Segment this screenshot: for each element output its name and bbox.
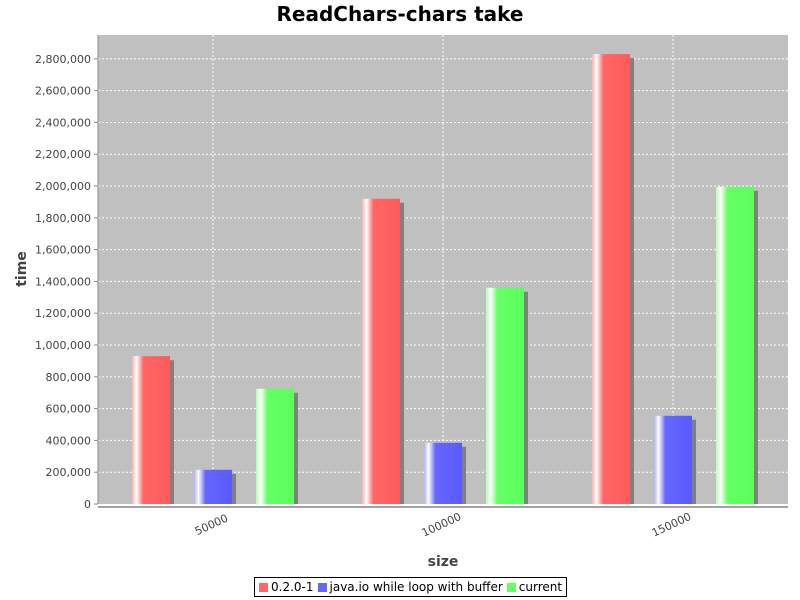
chart-title: ReadChars-chars take [276, 2, 524, 26]
y-tick-label: 1,200,000 [35, 307, 91, 320]
bar [256, 388, 294, 504]
y-tick-label: 2,800,000 [35, 53, 91, 66]
y-tick-label: 400,000 [46, 434, 92, 447]
bar [592, 54, 630, 504]
y-tick-label: 1,800,000 [35, 212, 91, 225]
y-tick-label: 2,000,000 [35, 180, 91, 193]
legend-swatch [506, 582, 516, 592]
y-tick-label: 1,000,000 [35, 339, 91, 352]
bar [194, 469, 232, 504]
bar [486, 287, 524, 504]
x-tick-label: 150000 [650, 510, 694, 540]
x-axis-ticks: 50000 100000 150000 [193, 510, 693, 540]
legend-item: 0.2.0-1 [259, 580, 314, 594]
y-tick-label: 1,400,000 [35, 275, 91, 288]
legend-item: java.io while loop with buffer [317, 580, 503, 594]
y-tick-label: 0 [84, 498, 91, 511]
x-axis-title: size [428, 554, 459, 570]
y-tick-label: 800,000 [46, 371, 92, 384]
bar [716, 186, 754, 505]
bars [132, 54, 758, 505]
y-axis-ticks: 0 200,000 400,000 600,000 800,000 1,000,000 1,… [35, 53, 98, 511]
bar [132, 356, 170, 504]
y-tick-label: 600,000 [46, 403, 92, 416]
x-tick-label: 50000 [193, 512, 230, 539]
y-axis-title: time [14, 251, 30, 287]
bar [362, 198, 400, 504]
legend-swatch [259, 582, 268, 592]
legend-item: current [506, 580, 563, 594]
legend-label: 0.2.0-1 [271, 580, 314, 594]
y-tick-label: 2,400,000 [35, 116, 91, 129]
legend-swatch [317, 582, 327, 592]
bar [424, 442, 462, 504]
legend-label: current [518, 580, 563, 594]
x-tick-label: 100000 [420, 510, 464, 540]
y-tick-label: 200,000 [46, 466, 92, 479]
y-tick-label: 2,200,000 [35, 148, 91, 161]
legend-label: java.io while loop with buffer [329, 580, 503, 594]
bar [654, 415, 692, 504]
legend: 0.2.0-1 java.io while loop with buffer cur… [254, 577, 568, 597]
y-tick-label: 1,600,000 [35, 244, 91, 257]
y-tick-label: 2,600,000 [35, 85, 91, 98]
